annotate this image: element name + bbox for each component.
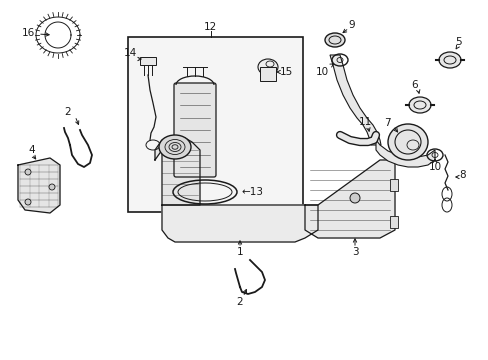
Text: ←13: ←13 <box>241 187 263 197</box>
Ellipse shape <box>438 52 460 68</box>
Text: 9: 9 <box>348 20 355 30</box>
Polygon shape <box>155 138 200 205</box>
Ellipse shape <box>349 193 359 203</box>
Text: 10: 10 <box>427 162 441 172</box>
Bar <box>389 216 397 228</box>
Text: 5: 5 <box>454 37 460 47</box>
Text: 12: 12 <box>203 22 217 32</box>
Bar <box>128 37 303 212</box>
Ellipse shape <box>25 199 31 205</box>
Text: 15: 15 <box>279 67 292 77</box>
Text: 7: 7 <box>383 118 389 128</box>
Ellipse shape <box>159 135 191 159</box>
Polygon shape <box>375 140 434 167</box>
Bar <box>140 57 156 65</box>
Text: 4: 4 <box>29 145 35 155</box>
FancyBboxPatch shape <box>174 83 216 177</box>
Polygon shape <box>18 158 60 213</box>
Bar <box>389 179 397 191</box>
Ellipse shape <box>258 59 278 75</box>
Ellipse shape <box>25 169 31 175</box>
Text: 11: 11 <box>358 117 371 127</box>
Text: 16: 16 <box>21 28 35 38</box>
Text: 6: 6 <box>411 80 417 90</box>
Ellipse shape <box>325 33 345 47</box>
Text: 2: 2 <box>236 297 243 307</box>
Ellipse shape <box>408 97 430 113</box>
Text: 1: 1 <box>236 247 243 257</box>
Text: 10: 10 <box>315 67 328 77</box>
Text: 8: 8 <box>459 170 466 180</box>
Text: 2: 2 <box>64 107 71 117</box>
Ellipse shape <box>387 124 427 160</box>
Polygon shape <box>329 55 380 145</box>
Text: 3: 3 <box>351 247 358 257</box>
Ellipse shape <box>49 184 55 190</box>
Polygon shape <box>162 205 317 242</box>
Text: 14: 14 <box>123 48 136 58</box>
Polygon shape <box>305 160 394 238</box>
Bar <box>260 67 275 81</box>
